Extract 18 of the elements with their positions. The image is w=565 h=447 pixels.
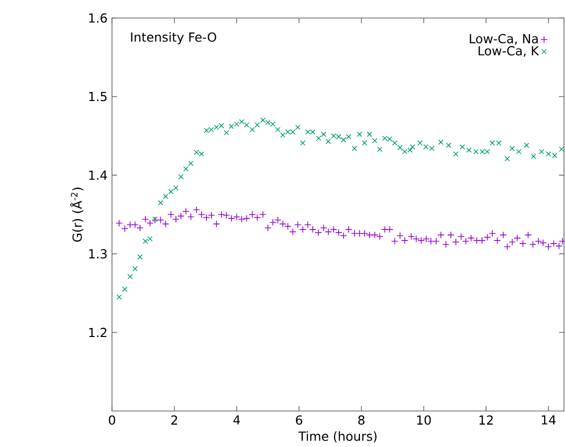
y-tick-label: 1.5 (89, 92, 107, 102)
y-tick-label: 1.6 (89, 13, 107, 23)
y-tick-label: 1.3 (89, 249, 107, 259)
x-tick-label: 14 (542, 415, 556, 424)
y-axis-title: G(r) (Å$^{-2}$) (70, 188, 84, 242)
x-tick-label: 8 (358, 415, 364, 425)
x-tick-label: 12 (480, 415, 493, 425)
x-tick-label: 6 (296, 415, 302, 425)
x-axis-title: Time (hours) (298, 431, 377, 442)
y-tick-label: 1.2 (89, 328, 106, 338)
x-tick-label: 0 (108, 415, 116, 425)
y-tick-label: 1.4 (89, 170, 107, 180)
legend-label: Low-Ca, Na (470, 34, 538, 45)
x-tick-label: 10 (417, 415, 431, 425)
x-tick-label: 4 (233, 415, 240, 424)
legend-label: Low-Ca, K (478, 46, 540, 57)
x-tick-label: 2 (171, 415, 178, 425)
annotation: Intensity Fe-O (131, 32, 216, 44)
